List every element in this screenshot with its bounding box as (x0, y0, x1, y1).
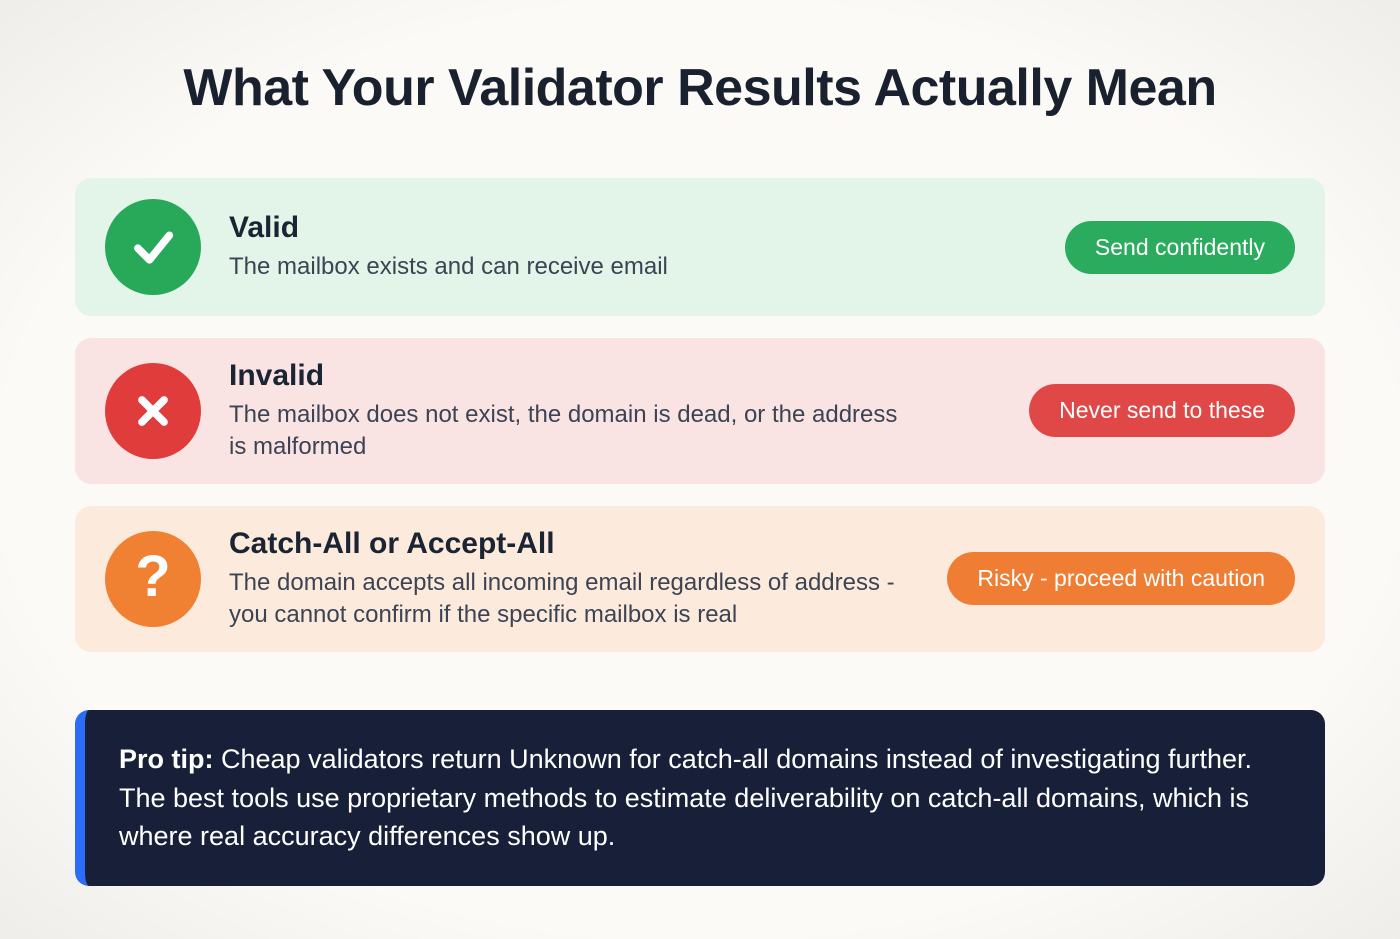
result-card-invalid: Invalid The mailbox does not exist, the … (75, 338, 1325, 484)
result-card-catch-all: ? Catch-All or Accept-All The domain acc… (75, 505, 1325, 652)
pro-tip-text: Pro tip: Cheap validators return Unknown… (119, 743, 1253, 852)
x-icon (105, 362, 201, 459)
card-title: Catch-All or Accept-All (229, 526, 555, 560)
card-description: The domain accepts all incoming email re… (229, 568, 895, 628)
check-icon (105, 199, 201, 295)
pro-tip-label: Pro tip: (119, 743, 214, 774)
result-card-valid: Valid The mailbox exists and can receive… (75, 178, 1325, 316)
status-badge: Send confidently (1064, 220, 1295, 274)
status-badge: Never send to these (1029, 384, 1295, 438)
card-description: The mailbox exists and can receive email (229, 253, 668, 281)
question-icon: ? (105, 530, 201, 627)
card-text: Valid The mailbox exists and can receive… (229, 211, 668, 283)
card-text: Invalid The mailbox does not exist, the … (229, 359, 919, 463)
status-badge: Risky - proceed with caution (947, 552, 1295, 606)
question-glyph: ? (135, 543, 171, 609)
card-description: The mailbox does not exist, the domain i… (229, 401, 898, 460)
result-rows: Valid The mailbox exists and can receive… (75, 178, 1325, 652)
card-text: Catch-All or Accept-All The domain accep… (229, 527, 919, 631)
card-title: Valid (229, 211, 300, 245)
card-title: Invalid (229, 359, 325, 392)
pro-tip-callout: Pro tip: Cheap validators return Unknown… (75, 709, 1325, 887)
page-title: What Your Validator Results Actually Mea… (183, 59, 1217, 117)
